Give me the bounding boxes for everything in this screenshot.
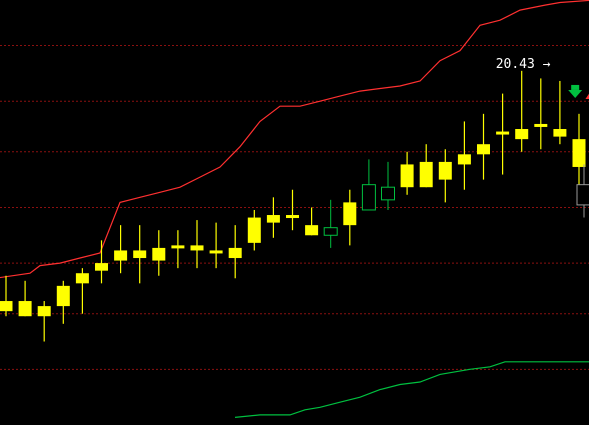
candle-body	[438, 161, 452, 180]
candle-body	[171, 245, 185, 249]
candle-body	[572, 139, 586, 167]
candle-1	[18, 280, 32, 317]
candle-body	[553, 129, 567, 137]
candle-25	[477, 113, 490, 180]
candle-body	[18, 301, 32, 317]
candle-17	[323, 199, 338, 248]
candle-body	[266, 215, 280, 223]
lower-band-line	[234, 361, 589, 418]
candle-body	[133, 250, 147, 259]
candle-30	[572, 113, 586, 188]
candle-body	[477, 144, 490, 155]
candle-0	[0, 275, 13, 317]
grid-lines	[0, 45, 589, 370]
candle-body	[95, 263, 108, 271]
candle-body	[286, 215, 299, 219]
candle-body	[534, 123, 548, 127]
candle-23	[438, 149, 452, 203]
candle-12	[228, 225, 242, 279]
candle-body	[361, 184, 376, 211]
candle-4	[75, 268, 89, 314]
candle-3	[56, 280, 70, 324]
peak-price-label: 20.43 →	[496, 57, 551, 72]
candle-body	[400, 164, 414, 188]
candle-21	[400, 151, 414, 195]
annotations: 20.43 →	[496, 57, 551, 72]
candle-5	[95, 240, 108, 284]
candle-10	[190, 220, 204, 269]
candle-15	[286, 189, 299, 231]
candle-body	[247, 217, 261, 243]
candle-body	[323, 227, 338, 236]
candle-body	[228, 247, 242, 259]
candle-20	[381, 161, 395, 210]
candle-body	[496, 131, 510, 135]
candle-body	[114, 250, 128, 261]
candles	[0, 70, 589, 342]
candle-29	[553, 80, 567, 145]
candle-body	[0, 301, 13, 312]
candle-body	[152, 247, 166, 261]
candle-16	[305, 207, 319, 236]
candle-partial	[576, 164, 589, 218]
candle-9	[171, 230, 185, 269]
candle-6	[114, 225, 128, 274]
candle-body	[381, 186, 395, 201]
candle-body	[457, 154, 471, 165]
signal-markers	[568, 84, 589, 99]
candle-27	[515, 70, 529, 152]
candle-28	[534, 78, 548, 150]
candle-18	[343, 189, 357, 246]
candle-body	[209, 250, 223, 254]
upper-band-line	[0, 0, 589, 279]
candle-2	[37, 301, 51, 342]
candle-26	[496, 93, 510, 175]
candle-body	[75, 273, 89, 284]
signal-down-arrow-icon	[568, 89, 583, 98]
candle-13	[247, 209, 261, 251]
candle-body	[515, 129, 529, 140]
candle-11	[209, 222, 223, 269]
candle-8	[152, 230, 166, 276]
candle-body	[305, 225, 319, 236]
candle-body	[56, 285, 70, 307]
candle-22	[419, 144, 433, 188]
candle-19	[361, 159, 376, 211]
candle-14	[266, 197, 280, 238]
candle-body	[37, 306, 51, 317]
signal-down-arrow-stem	[571, 84, 580, 90]
candle-24	[457, 121, 471, 190]
candle-body	[576, 184, 589, 206]
candle-body	[343, 202, 357, 226]
signal-up-triangle-icon	[585, 93, 589, 99]
candle-7	[133, 225, 147, 284]
candle-body	[419, 161, 433, 188]
candle-body	[190, 245, 204, 251]
